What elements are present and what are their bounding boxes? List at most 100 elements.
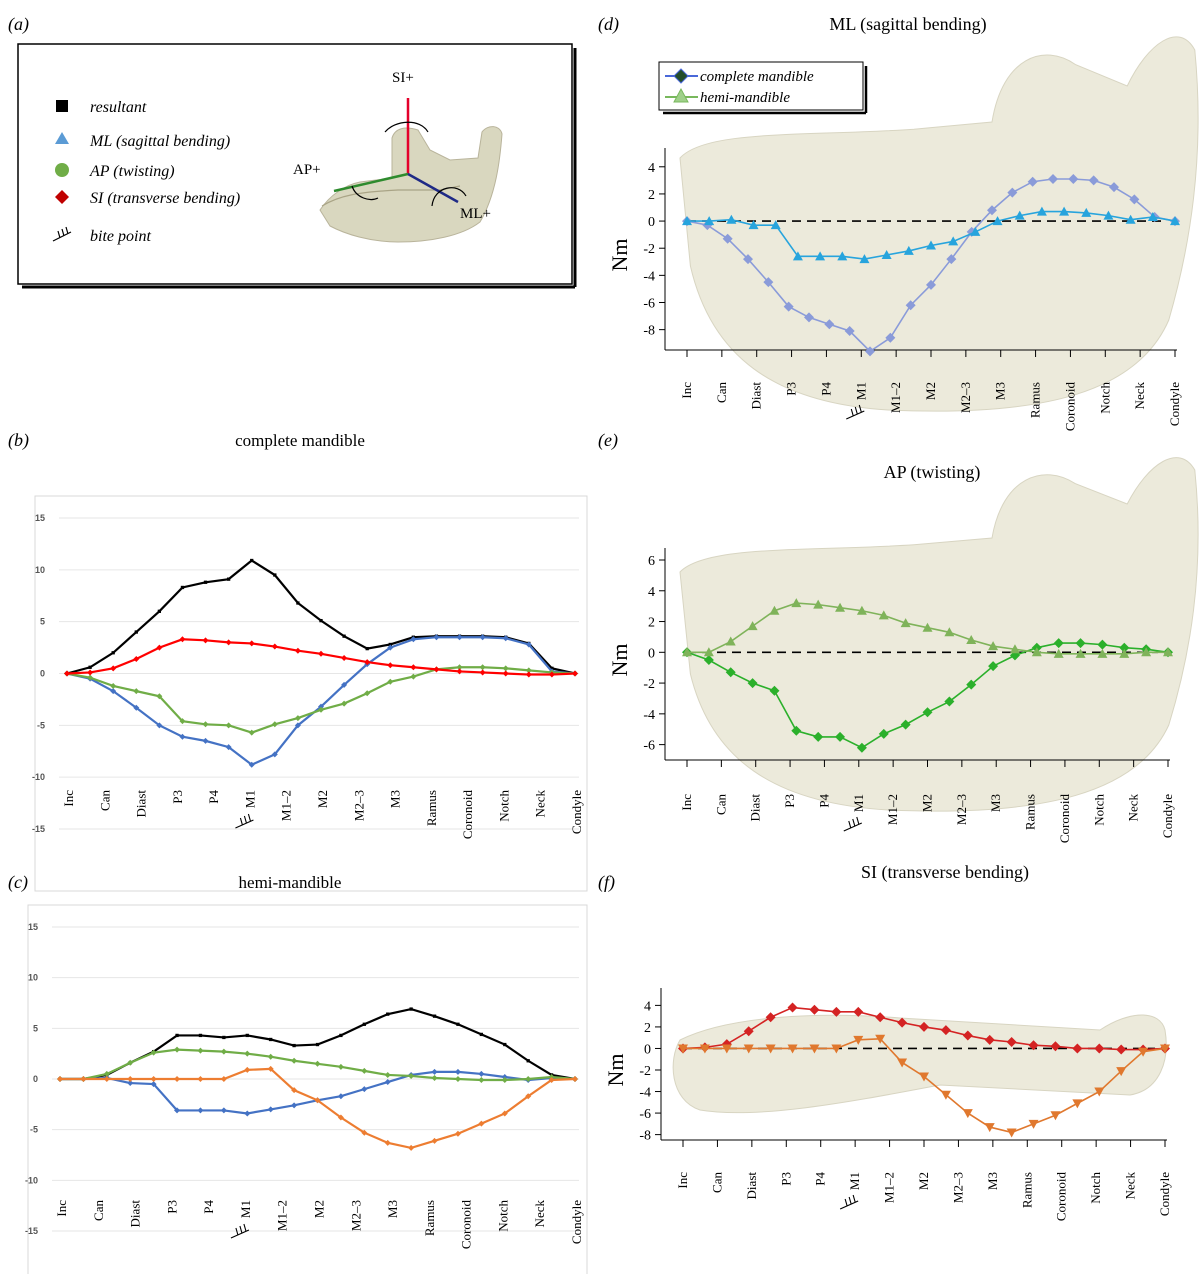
- data-point: [248, 761, 255, 768]
- data-point: [103, 1070, 110, 1077]
- data-point: [387, 662, 394, 669]
- data-point: [478, 1120, 485, 1127]
- y-tick-label: -6: [639, 1107, 651, 1122]
- legend-hemi-marker: [673, 87, 689, 103]
- y-tick-label: -10: [32, 772, 45, 782]
- y-tick-label: -4: [643, 708, 655, 723]
- series-resultant: [65, 558, 577, 676]
- y-tick-label: 4: [644, 999, 651, 1014]
- data-point: [1072, 1099, 1083, 1109]
- data-point: [844, 326, 855, 336]
- data-point: [1109, 182, 1119, 193]
- legend-ml-label: ML (sagittal bending): [89, 133, 230, 150]
- data-point: [1028, 1040, 1039, 1051]
- series-f_complete: [678, 1002, 1170, 1055]
- data-point: [478, 1070, 485, 1077]
- series-d_hemi: [682, 206, 1180, 264]
- data-point: [804, 312, 814, 323]
- data-point: [225, 639, 232, 646]
- y-tick-label: 15: [28, 922, 38, 932]
- data-point: [87, 674, 94, 681]
- x-tick-label: M2–3: [351, 790, 366, 821]
- x-tick-label: Condyle: [569, 1200, 584, 1244]
- x-tick-label: Neck: [1123, 1172, 1138, 1200]
- series-d_complete: [682, 174, 1180, 357]
- data-point: [747, 678, 758, 689]
- series-resultant: [58, 1007, 577, 1081]
- y-tick-label: -5: [30, 1125, 38, 1135]
- x-tick-label: M1: [853, 382, 868, 400]
- data-point: [502, 665, 509, 672]
- x-tick-label: Condyle: [1157, 1172, 1172, 1216]
- data-point: [1138, 1047, 1149, 1057]
- data-point: [225, 722, 232, 729]
- data-point: [502, 670, 509, 677]
- data-point: [1006, 1037, 1017, 1047]
- data-point: [433, 634, 440, 641]
- data-point: [361, 1067, 368, 1074]
- chart-title: AP (twisting): [884, 462, 981, 483]
- data-point: [1094, 1043, 1105, 1054]
- si-axis-label: SI+: [392, 70, 414, 86]
- data-point: [479, 664, 486, 671]
- x-tick-label: M3: [988, 794, 1003, 812]
- data-point: [318, 650, 324, 657]
- data-point: [988, 661, 999, 672]
- x-tick-label: Neck: [533, 790, 548, 818]
- data-point: [1048, 174, 1058, 184]
- data-point: [244, 1050, 251, 1057]
- data-point: [456, 664, 463, 671]
- data-point: [244, 1110, 251, 1117]
- data-point: [765, 1012, 776, 1023]
- series-f_hemi: [678, 1034, 1170, 1138]
- series-ml: [57, 1068, 578, 1117]
- ml-rotation-arrow-icon: [431, 187, 467, 207]
- data-point: [501, 1077, 508, 1084]
- series-si: [64, 636, 578, 678]
- data-point: [198, 1033, 203, 1038]
- data-point: [1028, 1119, 1039, 1129]
- legend-bite-label: bite point: [90, 228, 151, 245]
- data-point: [244, 1066, 251, 1073]
- data-point: [875, 1034, 886, 1044]
- data-point: [386, 1012, 390, 1016]
- data-point: [1097, 639, 1108, 650]
- x-tick-label: Condyle: [1160, 794, 1175, 838]
- data-point: [1031, 647, 1042, 657]
- data-point: [342, 634, 346, 638]
- x-tick-label: Notch: [496, 790, 511, 822]
- data-point: [1068, 174, 1079, 184]
- data-point: [454, 1130, 461, 1137]
- x-tick-label: Can: [91, 1200, 106, 1221]
- data-point: [271, 643, 278, 650]
- data-point: [1147, 212, 1158, 221]
- data-point: [291, 1102, 298, 1109]
- data-point: [314, 1060, 321, 1067]
- data-point: [291, 1057, 298, 1064]
- data-point: [897, 1058, 908, 1068]
- data-point: [765, 1044, 776, 1054]
- data-point: [763, 277, 774, 288]
- x-tick-label: M2–3: [950, 1172, 965, 1203]
- x-tick-label: Coronoid: [1054, 1172, 1069, 1222]
- chart-f: SI (transverse bending) -8 -6 -4 -2 0 2 4 Nm Inc C…: [603, 862, 1172, 1221]
- data-point: [478, 1077, 485, 1084]
- data-point: [526, 1059, 530, 1063]
- x-tick-label: P3: [782, 794, 797, 808]
- x-tick-label: Diast: [749, 382, 764, 410]
- data-point: [361, 1086, 368, 1093]
- data-point: [1027, 176, 1038, 187]
- x-tick-label: P3: [778, 1172, 793, 1186]
- x-tick-label: M3: [993, 382, 1008, 400]
- x-tick-label: M1: [847, 1172, 862, 1190]
- data-point: [813, 599, 824, 609]
- x-tick-label: M3: [388, 790, 403, 808]
- y-tick-label: -15: [25, 1226, 38, 1236]
- x-tick-label: Coronoid: [460, 790, 475, 840]
- x-tick-label: Coronoid: [1057, 794, 1072, 844]
- x-tick-label: Neck: [532, 1200, 547, 1228]
- data-point: [900, 618, 911, 628]
- data-point: [479, 669, 486, 676]
- data-point: [926, 279, 936, 290]
- x-tick-label: M2: [923, 382, 938, 400]
